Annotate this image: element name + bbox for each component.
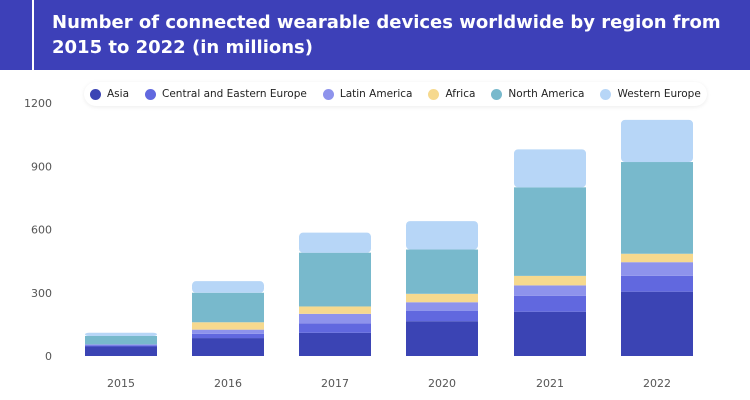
bar-segment [85, 344, 157, 346]
y-tick-label: 0 [45, 350, 52, 363]
legend-swatch [491, 88, 503, 100]
bar-segment [85, 346, 157, 356]
legend-label: Central and Eastern Europe [162, 88, 307, 100]
bar-segment [192, 322, 264, 330]
legend-label: North America [508, 88, 585, 100]
x-tick-label: 2022 [643, 377, 671, 390]
bar-stack [192, 281, 264, 356]
x-tick-label: 2015 [107, 377, 135, 390]
bar-segment [85, 345, 157, 347]
bar-segment [299, 232, 371, 253]
legend-swatch [428, 88, 440, 100]
bar-segment [621, 262, 693, 276]
bar-segment [514, 149, 586, 188]
legend-swatch [145, 88, 157, 100]
bar-segment [299, 252, 371, 307]
legend-label: Asia [107, 88, 130, 100]
bar-segment [514, 285, 586, 296]
bar-segment [192, 281, 264, 293]
bar-stack [299, 232, 371, 356]
bar-segment [299, 306, 371, 314]
legend-item: North America [491, 88, 584, 100]
bar-segment [514, 311, 586, 356]
legend-item: Latin America [322, 88, 413, 100]
bar-segment [406, 293, 478, 303]
y-tick-label: 600 [31, 224, 52, 237]
legend-label: Western Europe [617, 88, 701, 100]
x-tick-label: 2016 [214, 377, 242, 390]
bar-segment [514, 295, 586, 312]
bar-segment [406, 302, 478, 311]
bar-segment [406, 249, 478, 294]
title-accent-line [32, 0, 34, 70]
bar-segment [514, 275, 586, 286]
bar-stack [85, 332, 157, 356]
x-tick-label: 2021 [536, 377, 564, 390]
bar-segment [85, 332, 157, 336]
y-tick-label: 1200 [24, 97, 52, 110]
bar-segment [406, 310, 478, 322]
legend-swatch [600, 88, 612, 100]
legend-item: Africa [428, 88, 475, 100]
bar-segment [621, 253, 693, 263]
legend-label: Africa [445, 88, 476, 100]
legend-swatch [322, 88, 334, 100]
bar-segment [299, 323, 371, 333]
legend-item: Western Europe [600, 88, 701, 100]
legend-label: Latin America [339, 88, 413, 100]
bar-segment [85, 335, 157, 345]
bar-stack [621, 119, 693, 356]
bar-segment [621, 162, 693, 254]
chart-title: Number of connected wearable devices wor… [52, 12, 721, 58]
bar-segment [299, 313, 371, 324]
bar-stack [406, 221, 478, 356]
bar-segment [621, 291, 693, 356]
bar-segment [621, 275, 693, 292]
bar-segment [299, 332, 371, 356]
y-tick-label: 300 [31, 287, 52, 300]
bar-segment [621, 119, 693, 163]
legend-item: Central and Eastern Europe [145, 88, 307, 100]
bar-segment [192, 329, 264, 334]
bar-segment [192, 292, 264, 323]
x-tick-label: 2017 [321, 377, 349, 390]
title-banner: Number of connected wearable devices wor… [0, 0, 750, 70]
bar-segment [406, 221, 478, 250]
bar-segment [192, 338, 264, 356]
bar-stack [514, 149, 586, 356]
x-tick-label: 2020 [428, 377, 456, 390]
legend-item: Asia [90, 88, 129, 100]
y-tick-label: 900 [31, 160, 52, 173]
legend-swatch [90, 88, 101, 100]
bar-segment [192, 333, 264, 339]
bar-segment [406, 321, 478, 356]
bar-segment [514, 187, 586, 276]
legend: Asia Central and Eastern Europe Latin Amer… [84, 82, 707, 106]
